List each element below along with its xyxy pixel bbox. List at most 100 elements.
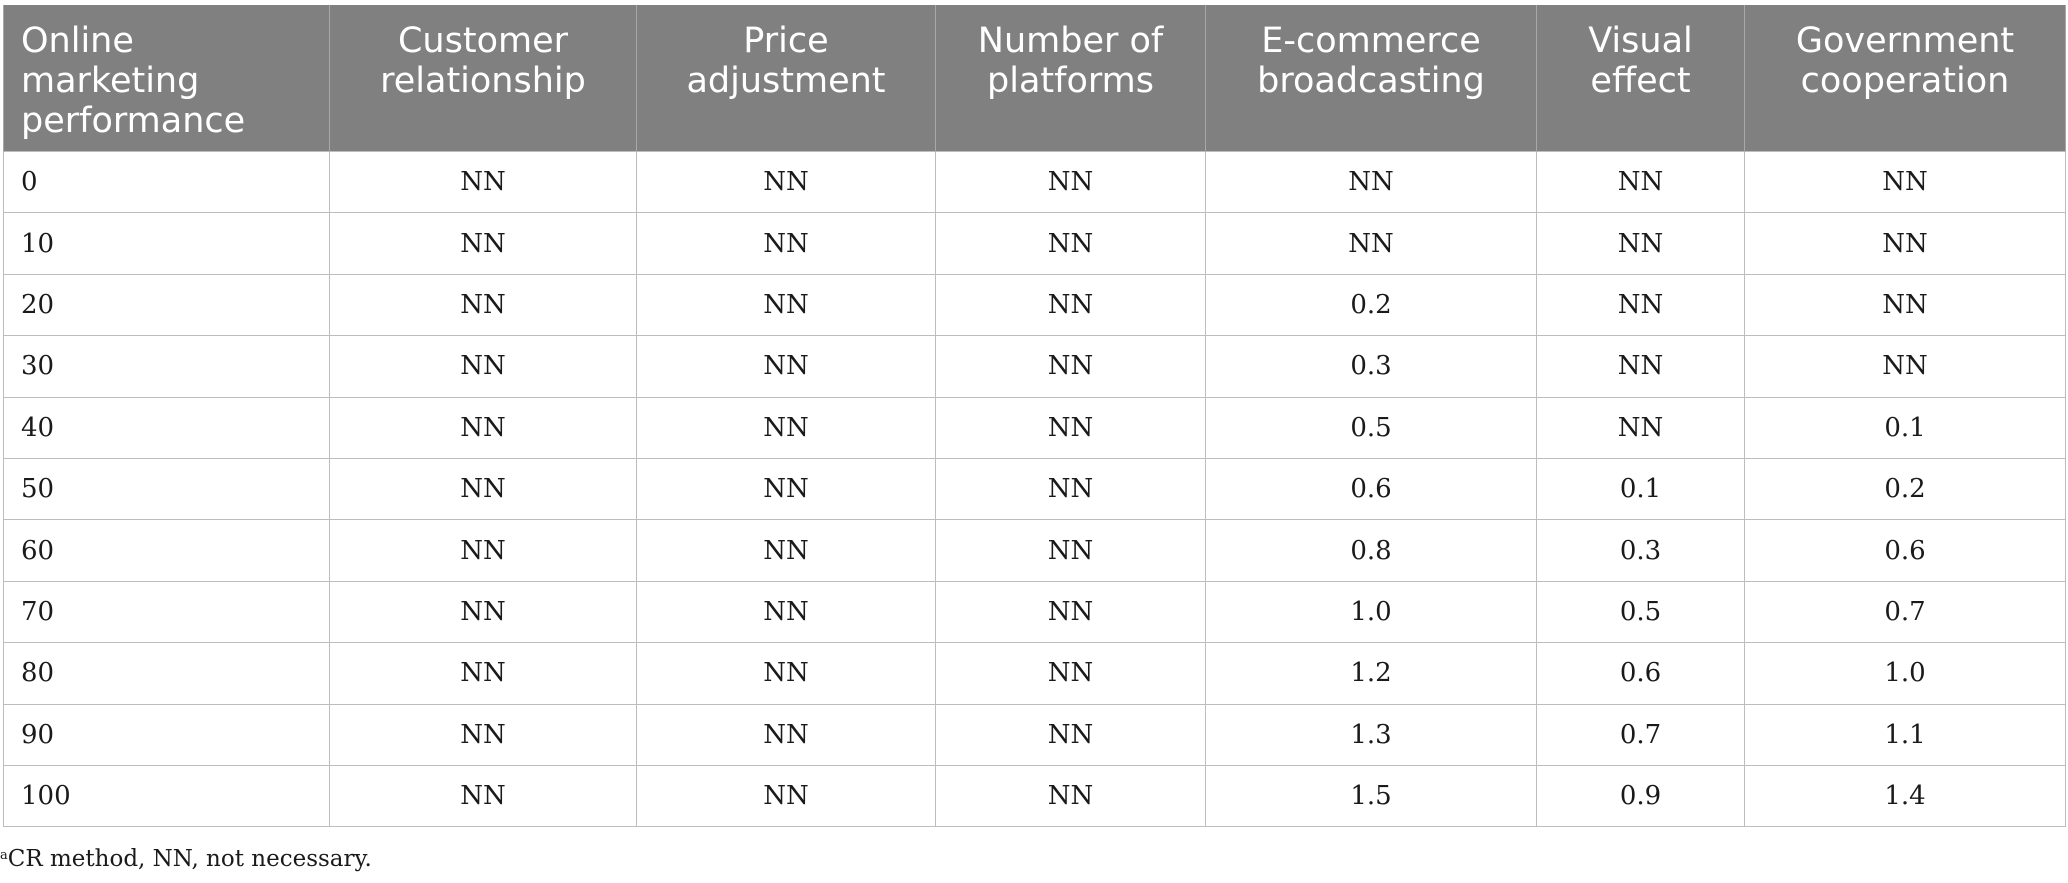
cell-customer-relationship: NN: [329, 212, 637, 275]
cell-e-commerce-broadcasting: 0.3: [1205, 335, 1537, 398]
table-footnote: aCR method, NN, not necessary.: [0, 846, 372, 872]
cell-visual-effect: 0.1: [1536, 457, 1745, 521]
table-row: 0 NN NN NN NN NN NN: [3, 150, 2066, 214]
cell-online-marketing-performance: 60: [3, 519, 330, 582]
cell-number-of-platforms: NN: [935, 457, 1206, 521]
cell-visual-effect: NN: [1536, 396, 1745, 459]
cell-number-of-platforms: NN: [935, 642, 1206, 705]
cell-online-marketing-performance: 70: [3, 580, 330, 644]
cell-number-of-platforms: NN: [935, 212, 1206, 275]
table-row: 100 NN NN NN 1.5 0.9 1.4: [3, 764, 2066, 828]
cell-visual-effect: NN: [1536, 335, 1745, 398]
header-government-cooperation: Government cooperation: [1744, 5, 2066, 152]
cell-visual-effect: NN: [1536, 273, 1745, 337]
cell-government-cooperation: 1.1: [1744, 703, 2066, 766]
table-body: 0 NN NN NN NN NN NN 10 NN NN NN NN NN NN 20 NN NN NN 0.2 NN…: [3, 150, 2066, 828]
cell-number-of-platforms: NN: [935, 703, 1206, 766]
cell-number-of-platforms: NN: [935, 150, 1206, 214]
cell-online-marketing-performance: 0: [3, 150, 330, 214]
cell-price-adjustment: NN: [636, 335, 936, 398]
cell-number-of-platforms: NN: [935, 396, 1206, 459]
table-row: 90 NN NN NN 1.3 0.7 1.1: [3, 703, 2066, 766]
cell-number-of-platforms: NN: [935, 519, 1206, 582]
cell-e-commerce-broadcasting: 0.2: [1205, 273, 1537, 337]
table-row: 20 NN NN NN 0.2 NN NN: [3, 273, 2066, 337]
cell-online-marketing-performance: 80: [3, 642, 330, 705]
cell-customer-relationship: NN: [329, 642, 637, 705]
cell-customer-relationship: NN: [329, 764, 637, 828]
cell-online-marketing-performance: 40: [3, 396, 330, 459]
table-header: Online marketing performance Customer re…: [3, 5, 2066, 152]
marketing-performance-table: Online marketing performance Customer re…: [3, 5, 2066, 828]
cell-e-commerce-broadcasting: 0.8: [1205, 519, 1537, 582]
cell-e-commerce-broadcasting: NN: [1205, 150, 1537, 214]
header-row: Online marketing performance Customer re…: [3, 5, 2066, 152]
data-table-container: Online marketing performance Customer re…: [3, 5, 2066, 828]
cell-government-cooperation: 0.2: [1744, 457, 2066, 521]
cell-government-cooperation: NN: [1744, 212, 2066, 275]
footnote-text: CR method, NN, not necessary.: [7, 846, 372, 872]
header-price-adjustment: Price adjustment: [636, 5, 936, 152]
table-row: 30 NN NN NN 0.3 NN NN: [3, 335, 2066, 398]
header-visual-effect: Visual effect: [1536, 5, 1745, 152]
cell-online-marketing-performance: 50: [3, 457, 330, 521]
cell-price-adjustment: NN: [636, 764, 936, 828]
cell-government-cooperation: NN: [1744, 150, 2066, 214]
cell-customer-relationship: NN: [329, 335, 637, 398]
cell-price-adjustment: NN: [636, 642, 936, 705]
cell-number-of-platforms: NN: [935, 764, 1206, 828]
table-row: 10 NN NN NN NN NN NN: [3, 212, 2066, 275]
cell-price-adjustment: NN: [636, 396, 936, 459]
cell-visual-effect: 0.9: [1536, 764, 1745, 828]
cell-visual-effect: 0.7: [1536, 703, 1745, 766]
cell-government-cooperation: 1.4: [1744, 764, 2066, 828]
header-online-marketing-performance: Online marketing performance: [3, 5, 330, 152]
table-row: 70 NN NN NN 1.0 0.5 0.7: [3, 580, 2066, 644]
cell-number-of-platforms: NN: [935, 580, 1206, 644]
table-row: 50 NN NN NN 0.6 0.1 0.2: [3, 457, 2066, 521]
cell-price-adjustment: NN: [636, 150, 936, 214]
cell-price-adjustment: NN: [636, 703, 936, 766]
cell-e-commerce-broadcasting: 1.0: [1205, 580, 1537, 644]
cell-number-of-platforms: NN: [935, 335, 1206, 398]
cell-price-adjustment: NN: [636, 457, 936, 521]
cell-government-cooperation: 0.7: [1744, 580, 2066, 644]
cell-online-marketing-performance: 20: [3, 273, 330, 337]
cell-customer-relationship: NN: [329, 457, 637, 521]
cell-price-adjustment: NN: [636, 273, 936, 337]
cell-online-marketing-performance: 30: [3, 335, 330, 398]
cell-e-commerce-broadcasting: NN: [1205, 212, 1537, 275]
cell-visual-effect: 0.3: [1536, 519, 1745, 582]
cell-government-cooperation: NN: [1744, 335, 2066, 398]
cell-customer-relationship: NN: [329, 396, 637, 459]
cell-government-cooperation: 0.6: [1744, 519, 2066, 582]
cell-price-adjustment: NN: [636, 580, 936, 644]
cell-customer-relationship: NN: [329, 703, 637, 766]
cell-online-marketing-performance: 100: [3, 764, 330, 828]
cell-visual-effect: NN: [1536, 212, 1745, 275]
header-number-of-platforms: Number of platforms: [935, 5, 1206, 152]
header-e-commerce-broadcasting: E-commerce broadcasting: [1205, 5, 1537, 152]
cell-online-marketing-performance: 10: [3, 212, 330, 275]
cell-e-commerce-broadcasting: 1.2: [1205, 642, 1537, 705]
cell-government-cooperation: 1.0: [1744, 642, 2066, 705]
cell-visual-effect: 0.5: [1536, 580, 1745, 644]
cell-e-commerce-broadcasting: 1.3: [1205, 703, 1537, 766]
cell-government-cooperation: 0.1: [1744, 396, 2066, 459]
cell-customer-relationship: NN: [329, 273, 637, 337]
cell-number-of-platforms: NN: [935, 273, 1206, 337]
cell-e-commerce-broadcasting: 0.6: [1205, 457, 1537, 521]
cell-price-adjustment: NN: [636, 212, 936, 275]
table-row: 40 NN NN NN 0.5 NN 0.1: [3, 396, 2066, 459]
cell-e-commerce-broadcasting: 1.5: [1205, 764, 1537, 828]
cell-customer-relationship: NN: [329, 150, 637, 214]
cell-customer-relationship: NN: [329, 519, 637, 582]
header-customer-relationship: Customer relationship: [329, 5, 637, 152]
footnote-marker: a: [0, 848, 8, 863]
table-row: 80 NN NN NN 1.2 0.6 1.0: [3, 642, 2066, 705]
cell-visual-effect: 0.6: [1536, 642, 1745, 705]
cell-visual-effect: NN: [1536, 150, 1745, 214]
cell-customer-relationship: NN: [329, 580, 637, 644]
cell-government-cooperation: NN: [1744, 273, 2066, 337]
cell-price-adjustment: NN: [636, 519, 936, 582]
